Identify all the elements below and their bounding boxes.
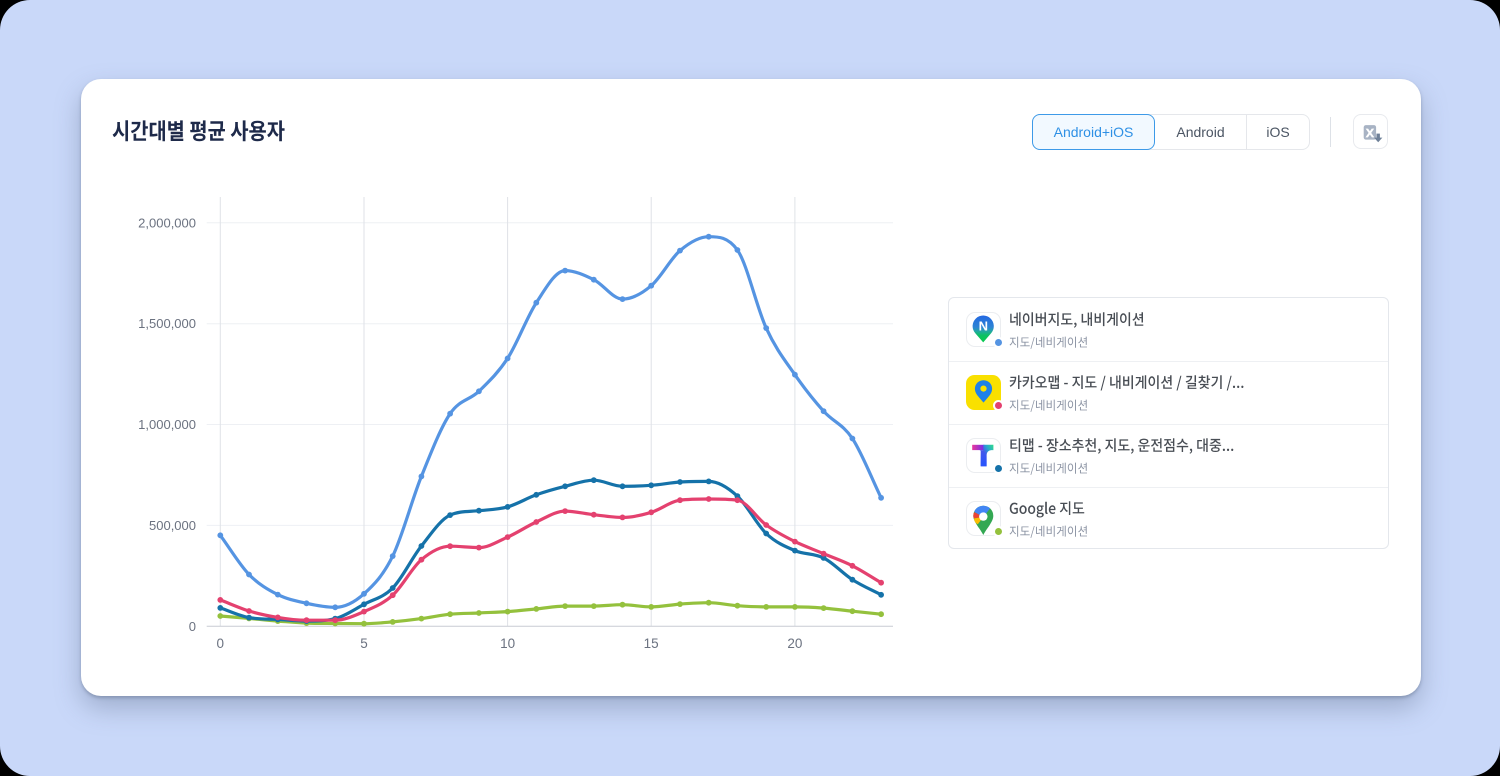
svg-text:1,500,000: 1,500,000 — [138, 316, 196, 331]
svg-text:500,000: 500,000 — [149, 518, 196, 533]
svg-text:N: N — [978, 319, 987, 334]
svg-text:15: 15 — [644, 636, 659, 651]
svg-text:0: 0 — [217, 636, 225, 651]
svg-text:10: 10 — [500, 636, 515, 651]
svg-text:1,000,000: 1,000,000 — [138, 417, 196, 432]
svg-text:20: 20 — [787, 636, 802, 651]
svg-text:0: 0 — [189, 619, 196, 634]
svg-text:2,000,000: 2,000,000 — [138, 215, 196, 230]
svg-text:5: 5 — [360, 636, 368, 651]
